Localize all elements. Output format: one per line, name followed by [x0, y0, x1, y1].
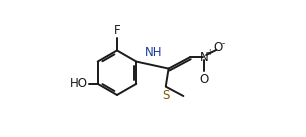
Text: N: N	[200, 51, 209, 64]
Text: O: O	[214, 41, 223, 54]
Text: +: +	[206, 48, 212, 57]
Text: S: S	[162, 89, 170, 102]
Text: F: F	[114, 24, 120, 37]
Text: O: O	[200, 73, 209, 86]
Text: -: -	[222, 39, 225, 48]
Text: NH: NH	[145, 45, 162, 58]
Text: HO: HO	[70, 77, 88, 90]
